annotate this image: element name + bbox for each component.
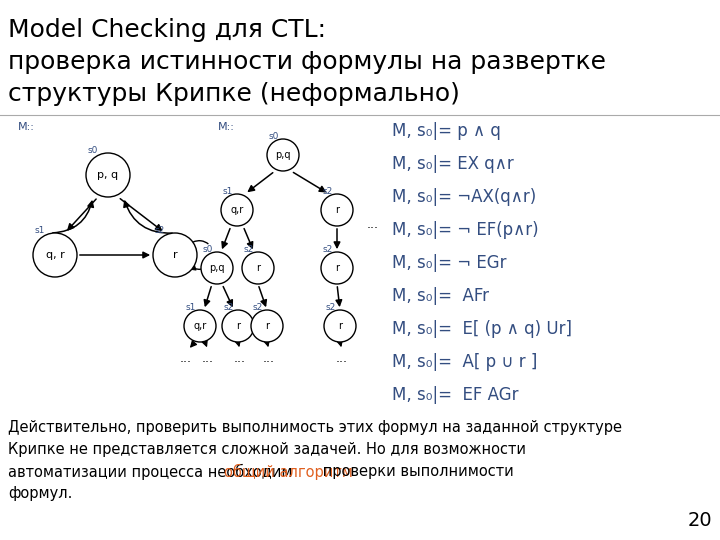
Text: Model Checking для CTL:: Model Checking для CTL: <box>8 18 326 42</box>
Circle shape <box>184 310 216 342</box>
Text: s1: s1 <box>35 226 45 235</box>
Text: p, q: p, q <box>97 170 119 180</box>
Text: r: r <box>173 250 177 260</box>
Text: общий алгоритм: общий алгоритм <box>224 464 353 480</box>
Circle shape <box>221 194 253 226</box>
Text: ...: ... <box>263 352 275 365</box>
Circle shape <box>222 310 254 342</box>
Circle shape <box>324 310 356 342</box>
Text: p,q: p,q <box>275 150 291 160</box>
Text: r: r <box>335 205 339 215</box>
Text: s0: s0 <box>88 146 99 155</box>
Text: ...: ... <box>202 352 214 365</box>
Text: ...: ... <box>180 352 192 365</box>
Circle shape <box>242 252 274 284</box>
Circle shape <box>33 233 77 277</box>
Text: s2: s2 <box>244 245 254 254</box>
Circle shape <box>251 310 283 342</box>
Circle shape <box>153 233 197 277</box>
Text: s1: s1 <box>223 187 233 196</box>
Text: s2: s2 <box>326 303 336 312</box>
Circle shape <box>267 139 299 171</box>
Text: ...: ... <box>234 352 246 365</box>
Text: r: r <box>335 263 339 273</box>
Text: s2: s2 <box>253 303 264 312</box>
Text: 20: 20 <box>688 511 712 530</box>
Text: M, s₀|=  E[ (p ∧ q) Ur]: M, s₀|= E[ (p ∧ q) Ur] <box>392 320 572 338</box>
Text: s2: s2 <box>224 303 234 312</box>
Text: s2: s2 <box>323 245 333 254</box>
Text: M, s₀|=  AFr: M, s₀|= AFr <box>392 287 489 305</box>
Text: Действительно, проверить выполнимость этих формул на заданной структуре: Действительно, проверить выполнимость эт… <box>8 420 622 435</box>
Text: автоматизации процесса необходим: автоматизации процесса необходим <box>8 464 297 480</box>
Text: s0: s0 <box>203 245 213 254</box>
Text: q, r: q, r <box>45 250 64 260</box>
Text: M, s₀|= ¬ EGr: M, s₀|= ¬ EGr <box>392 254 506 272</box>
Text: M, s₀|= EX q∧r: M, s₀|= EX q∧r <box>392 155 514 173</box>
Text: r: r <box>338 321 342 331</box>
Text: проверки выполнимости: проверки выполнимости <box>318 464 514 479</box>
Text: M, s₀|= ¬AX(q∧r): M, s₀|= ¬AX(q∧r) <box>392 188 536 206</box>
Text: структуры Крипке (неформально): структуры Крипке (неформально) <box>8 82 460 106</box>
Text: r: r <box>265 321 269 331</box>
Text: q,r: q,r <box>230 205 243 215</box>
Circle shape <box>201 252 233 284</box>
Text: ...: ... <box>336 352 348 365</box>
Circle shape <box>321 252 353 284</box>
Text: формул.: формул. <box>8 486 73 501</box>
Text: M, s₀|= p ∧ q: M, s₀|= p ∧ q <box>392 122 501 140</box>
Text: ...: ... <box>367 218 379 231</box>
Circle shape <box>86 153 130 197</box>
Text: M, s₀|=  A[ p ∪ r ]: M, s₀|= A[ p ∪ r ] <box>392 353 537 371</box>
Text: q,r: q,r <box>194 321 207 331</box>
Text: p,q: p,q <box>210 263 225 273</box>
Text: s0: s0 <box>269 132 279 141</box>
Text: M, s₀|= ¬ EF(p∧r): M, s₀|= ¬ EF(p∧r) <box>392 221 539 239</box>
Text: r: r <box>256 263 260 273</box>
Text: M::: M:: <box>18 122 35 132</box>
Text: s2: s2 <box>323 187 333 196</box>
Text: M, s₀|=  EF AGr: M, s₀|= EF AGr <box>392 386 518 404</box>
Text: M::: M:: <box>218 122 235 132</box>
Text: Крипке не представляется сложной задачей. Но для возможности: Крипке не представляется сложной задачей… <box>8 442 526 457</box>
Text: s1: s1 <box>186 303 197 312</box>
Text: проверка истинности формулы на развертке: проверка истинности формулы на развертке <box>8 50 606 74</box>
Text: s2: s2 <box>155 226 166 235</box>
Circle shape <box>321 194 353 226</box>
Text: r: r <box>236 321 240 331</box>
